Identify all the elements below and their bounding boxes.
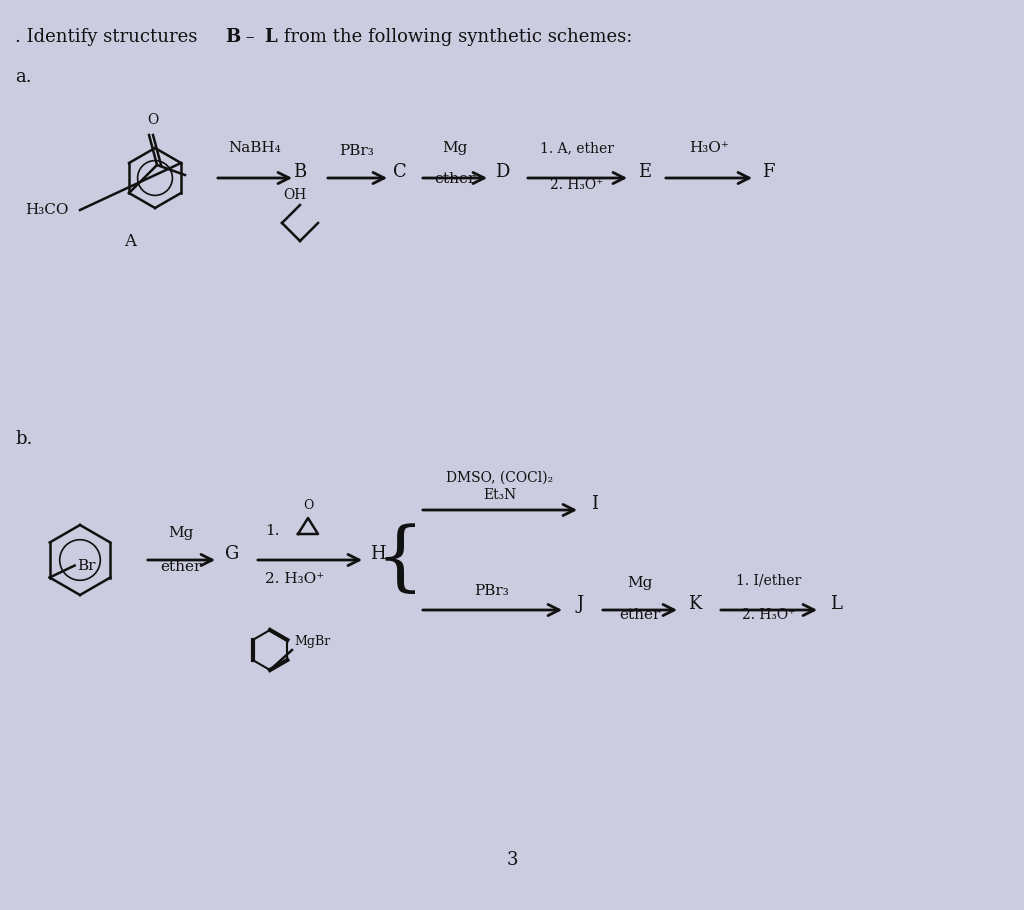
Text: Mg: Mg	[168, 526, 194, 540]
Text: 2. H₃O⁺: 2. H₃O⁺	[265, 572, 325, 586]
Text: 1.: 1.	[265, 524, 280, 538]
Text: a.: a.	[15, 68, 32, 86]
Text: J: J	[577, 595, 584, 613]
Text: B: B	[293, 163, 306, 181]
Text: H₃CO: H₃CO	[25, 203, 69, 217]
Text: H₃O⁺: H₃O⁺	[689, 141, 729, 155]
Text: L: L	[264, 28, 276, 46]
Text: ether: ether	[434, 172, 476, 186]
Text: from the following synthetic schemes:: from the following synthetic schemes:	[278, 28, 633, 46]
Text: 1. A, ether: 1. A, ether	[540, 141, 614, 155]
Text: A: A	[124, 233, 136, 250]
Text: B: B	[225, 28, 241, 46]
Text: ether: ether	[620, 608, 660, 622]
Text: ether: ether	[161, 560, 202, 574]
Text: H: H	[371, 545, 386, 563]
Text: NaBH₄: NaBH₄	[228, 141, 282, 155]
Text: MgBr: MgBr	[294, 635, 331, 648]
Text: C: C	[393, 163, 407, 181]
Text: OH: OH	[284, 188, 306, 202]
Text: O: O	[303, 499, 313, 512]
Text: Br: Br	[77, 559, 95, 572]
Text: 2. H₃O⁺: 2. H₃O⁺	[550, 178, 604, 192]
Text: b.: b.	[15, 430, 33, 448]
Text: . Identify structures: . Identify structures	[15, 28, 203, 46]
Text: Et₃N: Et₃N	[483, 488, 517, 502]
Text: {: {	[376, 523, 424, 597]
Text: E: E	[638, 163, 651, 181]
Text: PBr₃: PBr₃	[475, 584, 509, 598]
Text: F: F	[762, 163, 774, 181]
Text: 3: 3	[506, 851, 518, 869]
Text: D: D	[495, 163, 509, 181]
Text: 1. I/ether: 1. I/ether	[736, 574, 802, 588]
Text: 2. H₃O⁺: 2. H₃O⁺	[742, 608, 796, 622]
Text: O: O	[147, 113, 159, 127]
Text: I: I	[592, 495, 598, 513]
Text: DMSO, (COCl)₂: DMSO, (COCl)₂	[446, 471, 554, 485]
Text: PBr₃: PBr₃	[340, 144, 375, 158]
Text: K: K	[688, 595, 701, 613]
Text: Mg: Mg	[442, 141, 468, 155]
Text: –: –	[240, 28, 260, 46]
Text: G: G	[225, 545, 240, 563]
Text: L: L	[830, 595, 842, 613]
Text: Mg: Mg	[628, 576, 652, 590]
